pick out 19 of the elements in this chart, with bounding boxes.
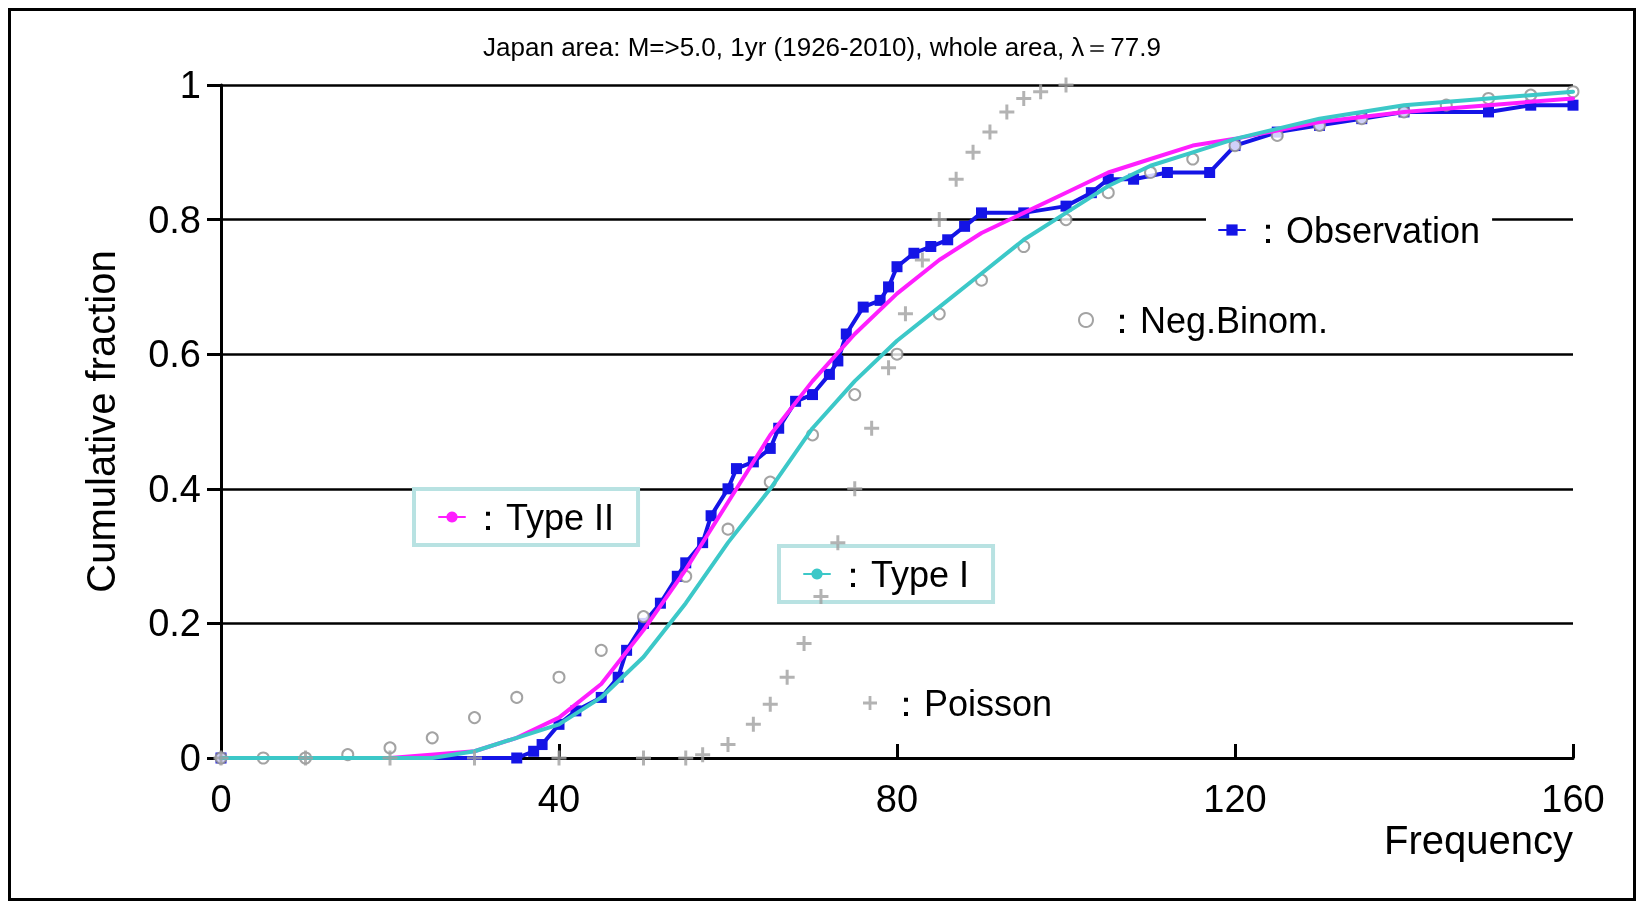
x-tick-label: 160 — [1541, 778, 1605, 820]
x-tick-label: 80 — [875, 778, 919, 820]
legend-label: ：Type I — [835, 553, 970, 595]
x-tick-label: 40 — [537, 778, 581, 820]
x-axis-title: Frequency — [1384, 818, 1573, 862]
legend-label: ：Observation — [1250, 209, 1481, 251]
y-axis-title: Cumulative fraction — [79, 250, 123, 593]
legend-label: ：Type II — [470, 496, 615, 538]
y-tick-label: 0 — [179, 737, 201, 779]
y-tick-label: 1 — [179, 64, 201, 106]
legend-label: ：Neg.Binom. — [1104, 299, 1329, 341]
y-tick-label: 0.8 — [148, 198, 201, 241]
y-tick-label: 0.2 — [148, 602, 201, 645]
x-tick-label: 0 — [210, 778, 232, 820]
x-tick-label: 120 — [1203, 778, 1267, 820]
y-tick-label: 0.6 — [148, 333, 201, 376]
chart-title: Japan area: M=>5.0, 1yr (1926-2010), whole area, λ＝77.9 — [483, 32, 1161, 62]
y-tick-label: 0.4 — [148, 467, 201, 510]
legend-label: ：Poisson — [888, 682, 1053, 724]
